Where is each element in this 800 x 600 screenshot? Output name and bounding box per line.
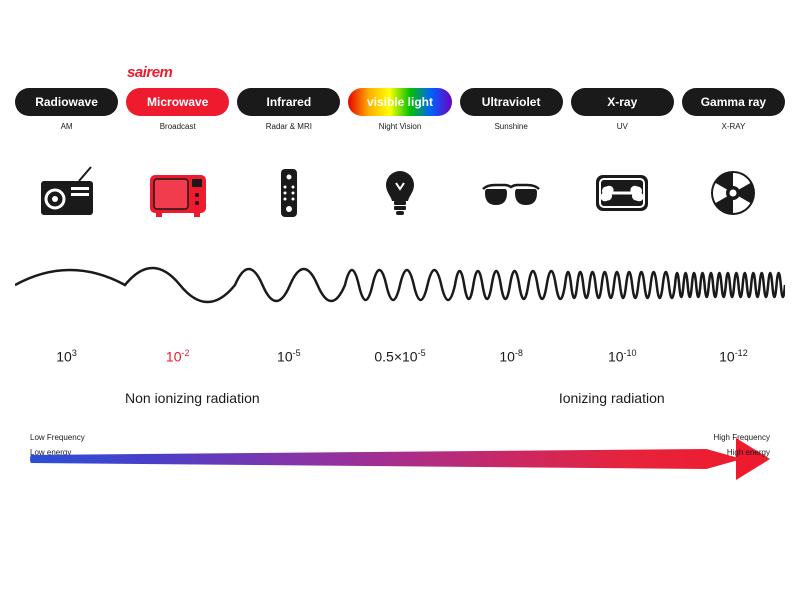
radio-icon (15, 158, 118, 228)
wavelength-1: 10-2 (126, 348, 229, 365)
high-end-labels: High Frequency High energy (660, 430, 770, 460)
sunglasses-icon (460, 158, 563, 228)
wavelength-row: 103 10-2 10-5 0.5×10-5 10-8 10-10 10-12 (15, 348, 785, 365)
arrow-gradient (30, 449, 742, 469)
xray-icon (571, 158, 674, 228)
wavelength-5: 10-10 (571, 348, 674, 365)
sublabel-6: X-RAY (682, 122, 785, 131)
microwave-icon (126, 158, 229, 228)
sublabel-row: AM Broadcast Radar & MRI Night Vision Sunshi… (15, 122, 785, 131)
category-row: Non ionizing radiation Ionizing radiatio… (15, 390, 785, 406)
wave-diagram (15, 240, 785, 330)
wavelength-2: 10-5 (237, 348, 340, 365)
sublabel-0: AM (15, 122, 118, 131)
wavelength-0: 103 (15, 348, 118, 365)
high-frequency-label: High Frequency (660, 430, 770, 445)
sublabel-4: Sunshine (460, 122, 563, 131)
lightbulb-icon (348, 158, 451, 228)
brand-logo: sairem (127, 64, 172, 81)
sublabel-5: UV (571, 122, 674, 131)
wavelength-4: 10-8 (460, 348, 563, 365)
sublabel-2: Radar & MRI (237, 122, 340, 131)
category-ionizing: Ionizing radiation (439, 390, 786, 406)
band-row: Radiowave Microwave Infrared visible light U… (15, 88, 785, 116)
remote-icon (237, 158, 340, 228)
wavelength-6: 10-12 (682, 348, 785, 365)
icon-row (15, 158, 785, 228)
band-microwave: Microwave (126, 88, 229, 116)
band-ultraviolet: Ultraviolet (460, 88, 563, 116)
sublabel-1: Broadcast (126, 122, 229, 131)
sublabel-3: Night Vision (348, 122, 451, 131)
band-gamma-ray: Gamma ray (682, 88, 785, 116)
category-nonionizing: Non ionizing radiation (15, 390, 439, 406)
high-energy-label: High energy (660, 445, 770, 460)
band-infrared: Infrared (237, 88, 340, 116)
wavelength-3: 0.5×10-5 (348, 348, 451, 365)
energy-arrow (30, 438, 770, 480)
band-x-ray: X-ray (571, 88, 674, 116)
band-radiowave: Radiowave (15, 88, 118, 116)
band-visible-light: visible light (348, 88, 451, 116)
radiation-icon (682, 158, 785, 228)
